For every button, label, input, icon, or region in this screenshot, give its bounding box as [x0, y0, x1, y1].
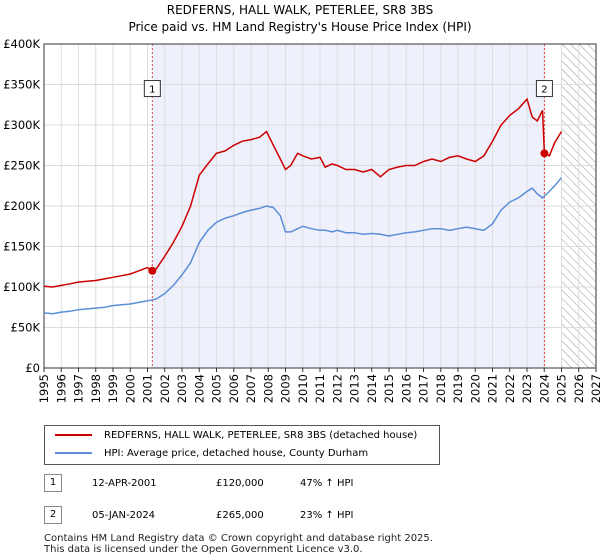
x-tick-label: 2026 [572, 374, 586, 403]
y-tick-label: £100K [3, 280, 40, 294]
sale-label-box [535, 80, 553, 98]
legend-label-hpi: HPI: Average price, detached house, Coun… [104, 448, 369, 459]
legend-item-property: REDFERNS, HALL WALK, PETERLEE, SR8 3BS (… [55, 428, 417, 444]
y-tick-label: £250K [3, 159, 40, 173]
x-tick-label: 2002 [158, 374, 172, 403]
x-tick-label: 2004 [192, 374, 206, 403]
x-tick-label: 2010 [296, 374, 310, 403]
legend: REDFERNS, HALL WALK, PETERLEE, SR8 3BS (… [44, 425, 440, 465]
sale-badge: 1 [44, 474, 62, 492]
x-tick-label: 2018 [434, 374, 448, 403]
sale-price: £265,000 [216, 510, 264, 521]
x-tick-label: 2005 [210, 374, 224, 403]
y-tick-label: £0 [25, 361, 40, 375]
x-tick-label: 2016 [399, 374, 413, 403]
x-tick-label: 1997 [72, 374, 86, 403]
x-tick-label: 2011 [313, 374, 327, 403]
x-tick-label: 2000 [123, 374, 137, 403]
sale-hpi-diff: 23% ↑ HPI [300, 510, 354, 521]
sale-row-2: 2 05-JAN-2024 £265,000 23% ↑ HPI [44, 506, 444, 524]
sale-date: 05-JAN-2024 [92, 510, 156, 521]
x-tick-label: 2009 [279, 374, 293, 403]
footer: Contains HM Land Registry data © Crown c… [44, 533, 433, 555]
price-chart: REDFERNS, HALL WALK, PETERLEE, SR8 3BS P… [3, 3, 600, 403]
x-tick-label: 2021 [486, 374, 500, 403]
sale-date: 12-APR-2001 [92, 478, 157, 489]
sale-badge: 2 [44, 506, 62, 524]
x-tick-label: 2017 [417, 374, 431, 403]
sale-point [148, 266, 157, 275]
x-tick-label: 2020 [468, 374, 482, 403]
x-tick-label: 2006 [227, 374, 241, 403]
x-tick-label: 1998 [89, 374, 103, 403]
y-tick-label: £350K [3, 78, 40, 92]
legend-item-hpi: HPI: Average price, detached house, Coun… [55, 446, 368, 462]
sale-label-box [143, 80, 161, 98]
series-line-hpi [43, 177, 563, 315]
x-tick-label: 2015 [382, 374, 396, 403]
x-tick-label: 2025 [555, 374, 569, 403]
x-tick-label: 2024 [537, 374, 551, 403]
footer-line-1: Contains HM Land Registry data © Crown c… [44, 533, 433, 544]
x-tick-label: 2001 [141, 374, 155, 403]
sale-point [540, 149, 549, 158]
sale-hpi-diff: 47% ↑ HPI [300, 478, 354, 489]
sale-row-1: 1 12-APR-2001 £120,000 47% ↑ HPI [44, 474, 444, 492]
y-tick-label: £50K [11, 321, 41, 335]
x-tick-label: 1995 [37, 374, 51, 403]
x-tick-label: 2012 [330, 374, 344, 403]
footer-line-2: This data is licensed under the Open Gov… [44, 544, 363, 555]
x-tick-label: 2007 [244, 374, 258, 403]
sale-price: £120,000 [216, 478, 264, 489]
chart-title: REDFERNS, HALL WALK, PETERLEE, SR8 3BS [167, 3, 433, 17]
x-tick-label: 1996 [54, 374, 68, 403]
legend-label-property: REDFERNS, HALL WALK, PETERLEE, SR8 3BS (… [104, 430, 418, 441]
x-tick-label: 2003 [175, 374, 189, 403]
x-tick-label: 2019 [451, 374, 465, 403]
plot-frame [43, 43, 597, 369]
y-tick-label: £150K [3, 240, 40, 254]
x-tick-label: 2027 [589, 374, 600, 403]
y-tick-label: £300K [3, 118, 40, 132]
y-tick-label: £400K [3, 37, 40, 51]
sale-label-text: 2 [541, 85, 547, 96]
x-tick-label: 2022 [503, 374, 517, 403]
x-tick-label: 2013 [348, 374, 362, 403]
x-tick-label: 2023 [520, 374, 534, 403]
x-tick-label: 2014 [365, 374, 379, 403]
legend-swatch-property [55, 434, 92, 436]
x-tick-label: 1999 [106, 374, 120, 403]
sale-label-text: 1 [149, 85, 155, 96]
y-tick-label: £200K [3, 199, 40, 213]
x-tick-label: 2008 [261, 374, 275, 403]
chart-subtitle: Price paid vs. HM Land Registry's House … [128, 20, 471, 34]
series-line-property [43, 97, 563, 288]
legend-swatch-hpi [55, 452, 92, 454]
